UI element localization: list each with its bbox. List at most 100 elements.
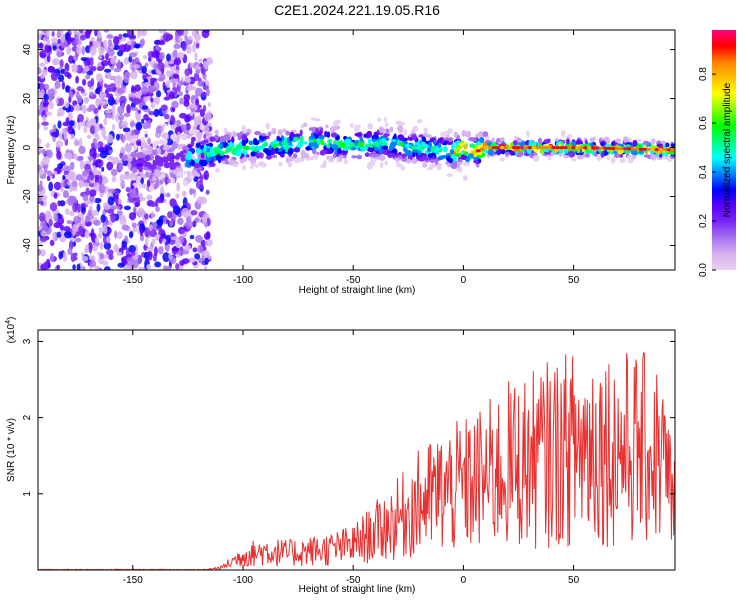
spectrogram-peak <box>523 146 529 150</box>
spectrogram-cell <box>350 122 354 129</box>
spectrogram-cell <box>78 217 82 224</box>
spectrogram-cell <box>254 147 258 152</box>
spectrogram-peak <box>654 148 660 152</box>
spectrogram-cell <box>132 97 141 105</box>
snr-frame <box>37 329 676 571</box>
spectrogram-marks <box>38 30 675 270</box>
spectrogram-cell <box>627 155 634 160</box>
spectrogram-cell <box>62 174 66 181</box>
spectrogram-cell <box>204 112 212 122</box>
spectrogram-cell <box>70 134 75 140</box>
spectrogram-cell <box>287 147 294 155</box>
spectrogram-cell <box>155 44 160 51</box>
spectrogram-cell <box>189 103 197 109</box>
spectrogram-cell <box>369 153 377 159</box>
spectrogram-cell <box>381 145 388 150</box>
spectrogram-cell <box>38 138 42 145</box>
spectrogram-peak <box>583 146 588 150</box>
spectrogram-cell <box>411 158 418 165</box>
spectrogram-cell <box>73 55 78 62</box>
spectrogram-cell <box>133 206 137 214</box>
spectrogram-cell <box>134 159 141 164</box>
spectrogram-cell <box>417 150 422 156</box>
spectrogram-cell <box>174 155 181 160</box>
spectrogram-cell <box>74 104 79 111</box>
spectrogram-cell <box>162 238 167 244</box>
spectrogram-cell <box>119 174 125 183</box>
spectrogram-cell <box>204 80 210 86</box>
spectrogram-cell <box>150 97 154 103</box>
spectrogram-cell <box>171 247 180 252</box>
spectrogram-cell <box>550 151 555 157</box>
spectrogram-cell <box>95 97 101 107</box>
spectrogram-cell <box>150 80 155 87</box>
spectrogram-cell <box>186 87 191 92</box>
spectrogram-cell <box>167 152 174 159</box>
spectrogram-cell <box>78 137 83 148</box>
spectrogram-peak <box>658 148 664 152</box>
spectrogram-cell <box>447 162 451 168</box>
spectrogram-cell <box>102 93 107 99</box>
spectrogram-cell <box>88 243 93 254</box>
spectrogram-cell <box>325 124 329 129</box>
spectrogram-y-tick-label: 20 <box>22 93 33 105</box>
spectrogram-cell <box>68 91 74 97</box>
spectrogram-cell <box>310 117 317 121</box>
spectrogram-cell <box>103 30 110 33</box>
spectrogram-cell <box>606 155 611 161</box>
spectrogram-y-tick-label: -20 <box>22 189 33 204</box>
spectrogram-cell <box>163 113 170 120</box>
spectrogram-cell <box>143 96 148 103</box>
spectrogram-cell <box>277 129 283 136</box>
snr-series-line <box>38 352 675 570</box>
spectrogram-cell <box>43 261 49 270</box>
spectrogram-cell <box>309 135 316 141</box>
spectrogram-cell <box>98 227 103 233</box>
spectrogram-cell <box>384 122 389 128</box>
spectrogram-cell <box>571 158 577 162</box>
spectrogram-cell <box>83 65 90 72</box>
spectrogram-cell <box>368 160 375 167</box>
spectrogram-cell <box>39 249 46 257</box>
spectrogram-cell <box>126 40 133 46</box>
spectrogram-cell <box>460 150 465 154</box>
spectrogram-cell <box>43 163 48 174</box>
spectrogram-cell <box>144 227 150 238</box>
spectrogram-cell <box>205 231 211 240</box>
spectrogram-cell <box>134 84 142 92</box>
spectrogram-cell <box>60 33 66 43</box>
spectrogram-cell <box>482 131 489 137</box>
spectrogram-cell <box>287 160 293 168</box>
spectrogram-cell <box>119 181 126 188</box>
spectrogram-cell <box>378 155 386 161</box>
spectrogram-cell <box>442 146 448 153</box>
spectrogram-cell <box>301 152 305 159</box>
spectrogram-cell <box>558 152 563 157</box>
spectrogram-cell <box>196 196 204 204</box>
spectrogram-cell <box>105 52 109 61</box>
spectrogram-cell <box>497 149 501 156</box>
spectrogram-cell <box>316 137 320 144</box>
spectrogram-cell <box>197 244 204 254</box>
spectrogram-peak <box>618 147 624 151</box>
spectrogram-cell <box>123 265 131 270</box>
spectrogram-peak <box>555 146 561 150</box>
spectrogram-cell <box>186 135 192 139</box>
spectrogram-cell <box>241 156 248 162</box>
spectrogram-cell <box>137 207 145 217</box>
spectrogram-cell <box>95 134 100 141</box>
spectrogram-cell <box>158 139 165 145</box>
spectrogram-cell <box>378 138 382 145</box>
spectrogram-cell <box>335 135 340 140</box>
spectrogram-cell <box>90 36 95 43</box>
spectrogram-cell <box>383 116 387 123</box>
spectrogram-cell <box>276 137 282 142</box>
spectrogram-cell <box>81 252 85 257</box>
spectrogram-cell <box>78 180 84 189</box>
colorbar-tick-label: 0.4 <box>698 165 709 179</box>
spectrogram-cell <box>444 131 449 136</box>
spectrogram-cell <box>152 176 156 180</box>
spectrogram-cell <box>163 265 168 270</box>
spectrogram-cell <box>57 111 61 117</box>
spectrogram-cell <box>72 186 78 192</box>
